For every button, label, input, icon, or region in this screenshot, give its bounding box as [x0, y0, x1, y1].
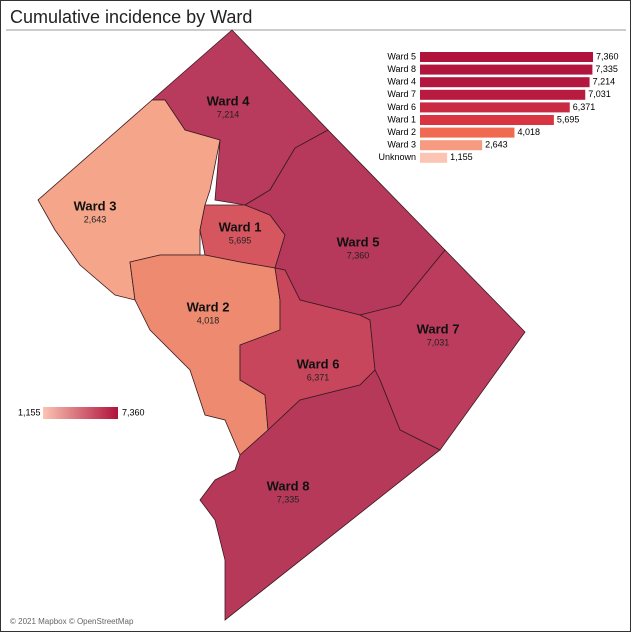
bar-category: Ward 5 — [387, 51, 416, 61]
bar-value-label: 5,695 — [557, 114, 580, 124]
bar-value-label: 7,214 — [593, 77, 616, 87]
ward-label: Ward 6 — [297, 356, 340, 371]
bar — [420, 152, 448, 163]
color-legend: 1,155 7,360 — [18, 407, 145, 419]
bar — [420, 89, 586, 100]
bar-category: Unknown — [378, 152, 416, 162]
legend-min: 1,155 — [18, 407, 41, 417]
ward-value: 2,643 — [84, 214, 107, 224]
bar — [420, 77, 590, 88]
ward-label: Ward 3 — [74, 198, 117, 213]
bar-value-label: 7,360 — [596, 51, 619, 61]
legend-gradient — [43, 407, 118, 419]
ward-value: 7,335 — [277, 494, 300, 504]
bar-chart: Ward 5 7,360 Ward 8 7,335 Ward 4 7,214 Ward 7 7… — [378, 51, 619, 163]
ward-label: Ward 7 — [417, 321, 460, 336]
bar-category: Ward 8 — [387, 64, 416, 74]
bar-value-label: 7,335 — [595, 64, 618, 74]
ward-value: 4,018 — [197, 315, 220, 325]
bar-category: Ward 7 — [387, 89, 416, 99]
bar-value-label: 1,155 — [450, 152, 473, 162]
bar-category: Ward 2 — [387, 127, 416, 137]
bar-category: Ward 4 — [387, 77, 416, 87]
bar — [420, 115, 554, 125]
bar-value-label: 6,371 — [573, 102, 596, 112]
ward-value: 6,371 — [307, 372, 330, 382]
bar-value-label: 4,018 — [517, 127, 540, 137]
legend-max: 7,360 — [122, 407, 145, 417]
bar-category: Ward 3 — [387, 140, 416, 150]
ward-label: Ward 2 — [187, 299, 230, 314]
ward-label: Ward 4 — [207, 93, 251, 108]
ward-region — [199, 369, 441, 621]
title: Cumulative incidence by Ward — [10, 7, 252, 27]
ward-value: 7,214 — [217, 109, 240, 119]
ward-label: Ward 1 — [219, 219, 262, 234]
ward-value: 7,031 — [427, 337, 450, 347]
bar-category: Ward 6 — [387, 102, 416, 112]
bar — [420, 52, 593, 62]
bar-category: Ward 1 — [387, 114, 416, 124]
bar — [420, 102, 570, 113]
bar-value-label: 7,031 — [588, 89, 611, 99]
attribution: © 2021 Mapbox © OpenStreetMap — [10, 617, 134, 626]
ward-label: Ward 8 — [267, 478, 310, 493]
bar — [420, 127, 515, 138]
bar — [420, 140, 483, 151]
ward-value: 5,695 — [229, 235, 252, 245]
ward-label: Ward 5 — [337, 234, 380, 249]
bar-value-label: 2,643 — [485, 140, 508, 150]
bar — [420, 64, 593, 75]
ward-value: 7,360 — [347, 250, 370, 260]
